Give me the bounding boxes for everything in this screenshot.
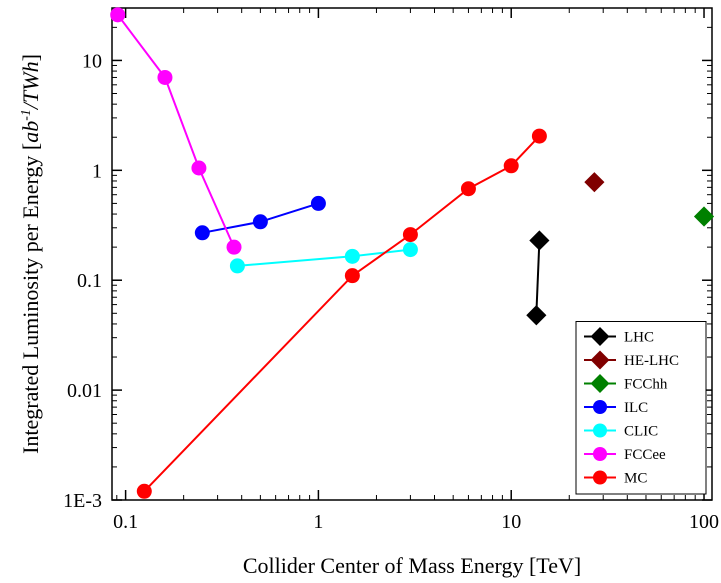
legend-label-clic: CLIC	[624, 424, 658, 440]
data-point-mc	[531, 128, 547, 144]
data-point-lhc	[529, 230, 550, 251]
series-line-lhc	[535, 240, 541, 316]
y-axis-title-sup: -1	[19, 109, 34, 121]
y-axis-title-end: ]	[18, 54, 43, 61]
data-point-clic	[344, 248, 360, 264]
series-line-fccee	[116, 14, 235, 248]
x-axis-title: Collider Center of Mass Energy [TeV]	[243, 553, 581, 578]
data-point-fcchh	[693, 206, 715, 227]
data-point-fccee	[110, 7, 126, 23]
data-point-mc	[402, 227, 418, 243]
y-axis-title: Integrated Luminosity per Energy [ab-1/T…	[18, 54, 43, 454]
data-point-clic	[402, 242, 418, 258]
data-point-mc	[344, 268, 360, 284]
x-tick-label: 10	[501, 511, 521, 533]
data-point-ilc	[310, 195, 326, 211]
y-tick-label: 0.01	[67, 380, 102, 402]
legend: LHC HE-LHC FCChh ILC CLIC FCCee MC	[575, 321, 707, 495]
legend-label-he-lhc: HE-LHC	[624, 353, 679, 369]
y-axis-title-tail: /TWh	[18, 61, 43, 111]
y-tick-label: 10	[82, 50, 102, 72]
data-point-fccee	[191, 160, 207, 176]
axes: 0.1 1 10 100 1E-3 0.01 0.1 1 10	[63, 7, 719, 533]
legend-label-fccee: FCCee	[624, 447, 666, 463]
legend-label-lhc: LHC	[624, 330, 654, 346]
y-axis-title-units: ab	[18, 121, 43, 143]
series-markers	[110, 7, 715, 499]
legend-marker-clic	[593, 423, 607, 438]
legend-label-mc: MC	[624, 471, 647, 487]
y-tick-label: 0.1	[77, 270, 102, 292]
legend-marker-fcchh	[590, 374, 610, 393]
legend-marker-lhc	[590, 327, 610, 346]
data-point-ilc	[194, 225, 210, 241]
x-tick-label: 0.1	[113, 511, 138, 533]
y-tick-label: 1E-3	[63, 490, 102, 512]
data-point-fccee	[157, 69, 173, 85]
legend-marker-he-lhc	[590, 350, 610, 370]
data-point-mc	[460, 181, 476, 197]
y-axis-title-main: Integrated Luminosity per Energy [	[18, 143, 43, 454]
data-point-fccee	[226, 239, 242, 255]
data-point-clic	[229, 258, 245, 274]
y-tick-label: 1	[92, 160, 102, 182]
legend-label-fcchh: FCChh	[624, 377, 668, 393]
legend-marker-ilc	[593, 400, 607, 414]
legend-label-ilc: ILC	[624, 400, 648, 416]
plot-frame	[111, 7, 713, 501]
x-tick-label: 1	[313, 511, 323, 533]
data-point-lhc	[526, 305, 547, 326]
legend-marker-mc	[593, 470, 607, 485]
series-lines	[116, 14, 541, 492]
series-line-mc	[143, 135, 541, 492]
data-point-mc	[136, 483, 152, 499]
legend-marker-fccee	[593, 447, 607, 461]
data-point-ilc	[252, 214, 268, 230]
x-tick-label: 100	[689, 511, 719, 533]
data-point-mc	[503, 158, 519, 174]
data-point-he-lhc	[584, 172, 605, 193]
